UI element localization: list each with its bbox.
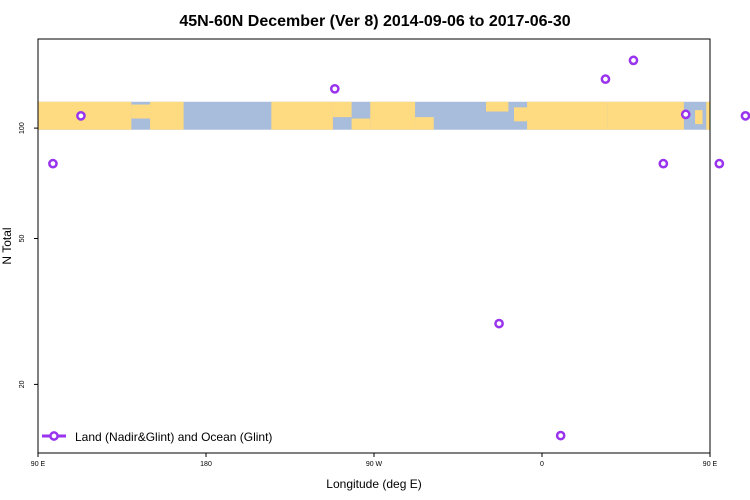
y-tick-label: 50 (19, 234, 26, 242)
data-point (628, 55, 639, 66)
y-axis-ticks: 20 50 100 (19, 122, 38, 388)
x-tick-label: 180 (200, 461, 212, 468)
map-land-11 (607, 101, 684, 130)
x-tick-label: 90 W (366, 461, 383, 468)
map-land-13 (706, 101, 710, 130)
data-point (600, 74, 611, 84)
data-point (680, 109, 691, 120)
y-tick-label: 20 (19, 380, 26, 388)
data-point (740, 111, 750, 121)
data-point (714, 158, 725, 169)
map-land-1 (131, 104, 150, 119)
x-tick-label: 90 E (31, 461, 46, 468)
map-land-5 (351, 118, 371, 130)
map-land-10 (527, 101, 608, 130)
data-point (329, 83, 340, 94)
y-tick-label: 100 (19, 122, 26, 134)
map-land-2 (150, 101, 184, 130)
plot-frame (37, 38, 711, 454)
legend: Land (Nadir&Glint) and Ocean (Glint) (42, 430, 272, 444)
x-axis-label: Longitude (deg E) (326, 477, 421, 491)
x-axis-ticks: 90 E 180 90 W 0 90 E (31, 453, 718, 468)
map-land-7 (415, 117, 434, 130)
data-point (76, 111, 86, 121)
x-tick-label: 90 E (703, 461, 718, 468)
data-point (555, 430, 566, 441)
map-land-4 (332, 101, 352, 118)
world-map-band (38, 101, 710, 130)
map-land-12 (695, 110, 703, 125)
data-point (48, 158, 58, 169)
map-land-6 (370, 101, 416, 130)
map-land-8 (486, 101, 509, 112)
legend-marker (49, 431, 59, 441)
x-tick-label: 0 (540, 461, 544, 468)
chart-title: 45N-60N December (Ver 8) 2014-09-06 to 2… (179, 13, 570, 30)
data-point (658, 158, 669, 169)
map-land-3 (271, 101, 333, 130)
data-points (48, 55, 750, 441)
y-axis-label: N Total (0, 227, 14, 264)
legend-label: Land (Nadir&Glint) and Ocean (Glint) (75, 430, 272, 444)
data-point (494, 318, 504, 329)
